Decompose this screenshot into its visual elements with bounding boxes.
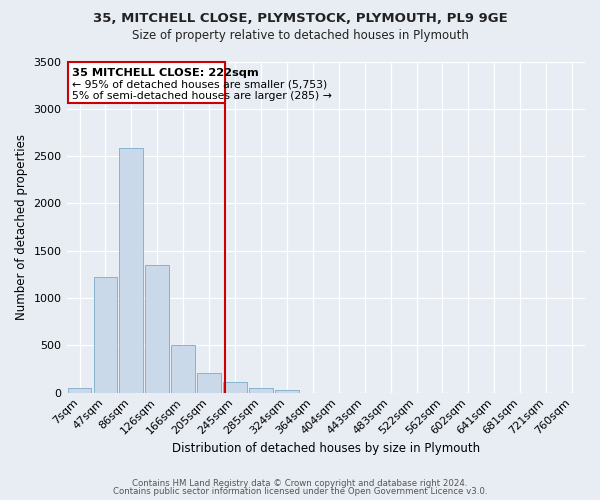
Bar	[171, 346, 195, 393]
Bar	[68, 388, 91, 392]
Text: Contains HM Land Registry data © Crown copyright and database right 2024.: Contains HM Land Registry data © Crown c…	[132, 478, 468, 488]
FancyBboxPatch shape	[68, 62, 224, 103]
Bar	[94, 277, 118, 392]
Text: ← 95% of detached houses are smaller (5,753): ← 95% of detached houses are smaller (5,…	[72, 79, 328, 89]
Text: Contains public sector information licensed under the Open Government Licence v3: Contains public sector information licen…	[113, 487, 487, 496]
Text: 5% of semi-detached houses are larger (285) →: 5% of semi-detached houses are larger (2…	[72, 91, 332, 101]
Bar	[119, 148, 143, 392]
Bar	[145, 265, 169, 392]
Text: 35 MITCHELL CLOSE: 222sqm: 35 MITCHELL CLOSE: 222sqm	[72, 68, 259, 78]
Bar	[249, 388, 273, 392]
Text: 35, MITCHELL CLOSE, PLYMSTOCK, PLYMOUTH, PL9 9GE: 35, MITCHELL CLOSE, PLYMSTOCK, PLYMOUTH,…	[92, 12, 508, 26]
Bar	[223, 382, 247, 392]
Y-axis label: Number of detached properties: Number of detached properties	[15, 134, 28, 320]
Text: Size of property relative to detached houses in Plymouth: Size of property relative to detached ho…	[131, 29, 469, 42]
Bar	[275, 390, 299, 392]
Bar	[197, 373, 221, 392]
X-axis label: Distribution of detached houses by size in Plymouth: Distribution of detached houses by size …	[172, 442, 480, 455]
